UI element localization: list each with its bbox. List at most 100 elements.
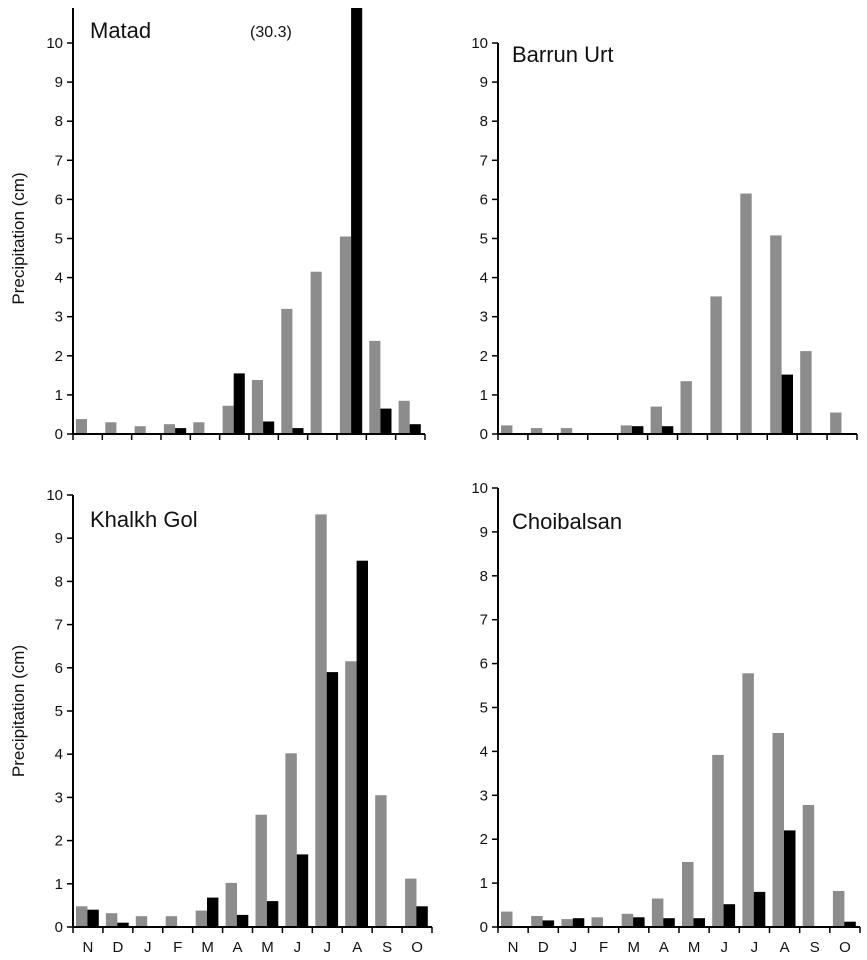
bar — [650, 406, 662, 434]
panel-title: Matad — [90, 18, 151, 43]
bar — [225, 882, 237, 927]
y-tick-label: 8 — [480, 568, 488, 585]
y-tick-label: 5 — [480, 700, 488, 717]
y-tick-label: 3 — [480, 309, 488, 326]
y-tick-label: 8 — [55, 113, 63, 130]
bar — [75, 419, 87, 434]
bar — [345, 661, 357, 927]
y-tick-label: 10 — [471, 480, 488, 497]
x-tick-label: S — [810, 939, 820, 956]
y-tick-label: 10 — [46, 487, 63, 504]
bar — [356, 560, 368, 927]
panel-title: Barrun Urt — [512, 42, 613, 67]
bar — [175, 428, 187, 434]
bar — [710, 296, 722, 434]
y-tick-label: 1 — [480, 387, 488, 404]
bar — [542, 920, 555, 927]
bar — [207, 897, 219, 927]
bar — [712, 754, 724, 927]
bar — [292, 428, 304, 434]
bar — [416, 906, 428, 927]
bar — [830, 412, 842, 434]
bar — [135, 916, 148, 927]
y-tick-label: 2 — [480, 831, 488, 848]
x-tick-label: A — [233, 939, 243, 956]
bar — [661, 426, 674, 434]
y-tick-label: 5 — [480, 231, 488, 248]
x-tick-label: J — [721, 939, 729, 956]
x-tick-label: N — [83, 939, 94, 956]
x-tick-label: M — [688, 939, 701, 956]
bar — [285, 753, 297, 927]
bar — [740, 193, 752, 434]
bar — [222, 405, 234, 434]
bar — [87, 909, 99, 927]
bar — [281, 308, 293, 434]
bar — [398, 400, 410, 434]
bar — [165, 916, 178, 927]
bar — [163, 424, 175, 434]
bar — [375, 795, 387, 927]
x-tick-label: J — [751, 939, 759, 956]
bar — [369, 340, 381, 434]
bar — [770, 235, 782, 434]
x-tick-label: S — [382, 939, 392, 956]
y-tick-label: 2 — [480, 348, 488, 365]
bar — [832, 891, 845, 927]
y-tick-label: 8 — [55, 573, 63, 590]
y-tick-label: 3 — [55, 789, 63, 806]
y-tick-label: 2 — [55, 348, 63, 365]
y-tick-label: 6 — [480, 656, 488, 673]
bar — [326, 672, 339, 927]
bar — [296, 854, 309, 927]
bar — [233, 373, 245, 434]
y-tick-label: 5 — [55, 231, 63, 248]
x-tick-label: M — [628, 939, 641, 956]
y-tick-label: 7 — [55, 152, 63, 169]
bar — [263, 421, 275, 434]
bar — [802, 805, 815, 927]
bar — [310, 271, 322, 434]
x-tick-label: A — [659, 939, 669, 956]
x-tick-label: F — [173, 939, 182, 956]
x-tick-label: J — [144, 939, 152, 956]
y-tick-label: 1 — [480, 875, 488, 892]
y-tick-label: 9 — [55, 74, 63, 91]
bar — [315, 514, 327, 927]
x-tick-label: N — [508, 939, 519, 956]
bar — [501, 425, 513, 434]
bar — [682, 862, 694, 927]
bar — [530, 428, 543, 434]
bar — [781, 374, 793, 434]
bar — [105, 913, 118, 927]
y-tick-label: 4 — [480, 743, 488, 760]
bar — [501, 911, 513, 927]
bar — [193, 422, 205, 434]
bar — [772, 733, 784, 927]
bar — [266, 901, 279, 927]
bar — [621, 913, 634, 927]
bar — [409, 424, 421, 434]
bar — [632, 426, 644, 434]
y-tick-label: 1 — [55, 876, 63, 893]
y-tick-label: 4 — [480, 270, 488, 287]
x-tick-label: J — [570, 939, 578, 956]
x-tick-label: D — [538, 939, 549, 956]
y-tick-label: 0 — [55, 919, 63, 936]
bar — [784, 830, 796, 927]
bar — [693, 918, 705, 927]
bar — [105, 422, 117, 434]
x-tick-label: O — [839, 939, 851, 956]
bar-value-annotation: (30.3) — [250, 24, 292, 41]
y-tick-label: 1 — [55, 387, 63, 404]
x-tick-label: J — [294, 939, 302, 956]
bar — [351, 8, 363, 434]
y-tick-label: 6 — [55, 660, 63, 677]
bar — [380, 408, 392, 434]
bar — [572, 918, 585, 927]
x-tick-label: O — [411, 939, 423, 956]
panel-title: Choibalsan — [512, 509, 622, 534]
x-tick-label: M — [261, 939, 274, 956]
bar — [195, 910, 208, 927]
